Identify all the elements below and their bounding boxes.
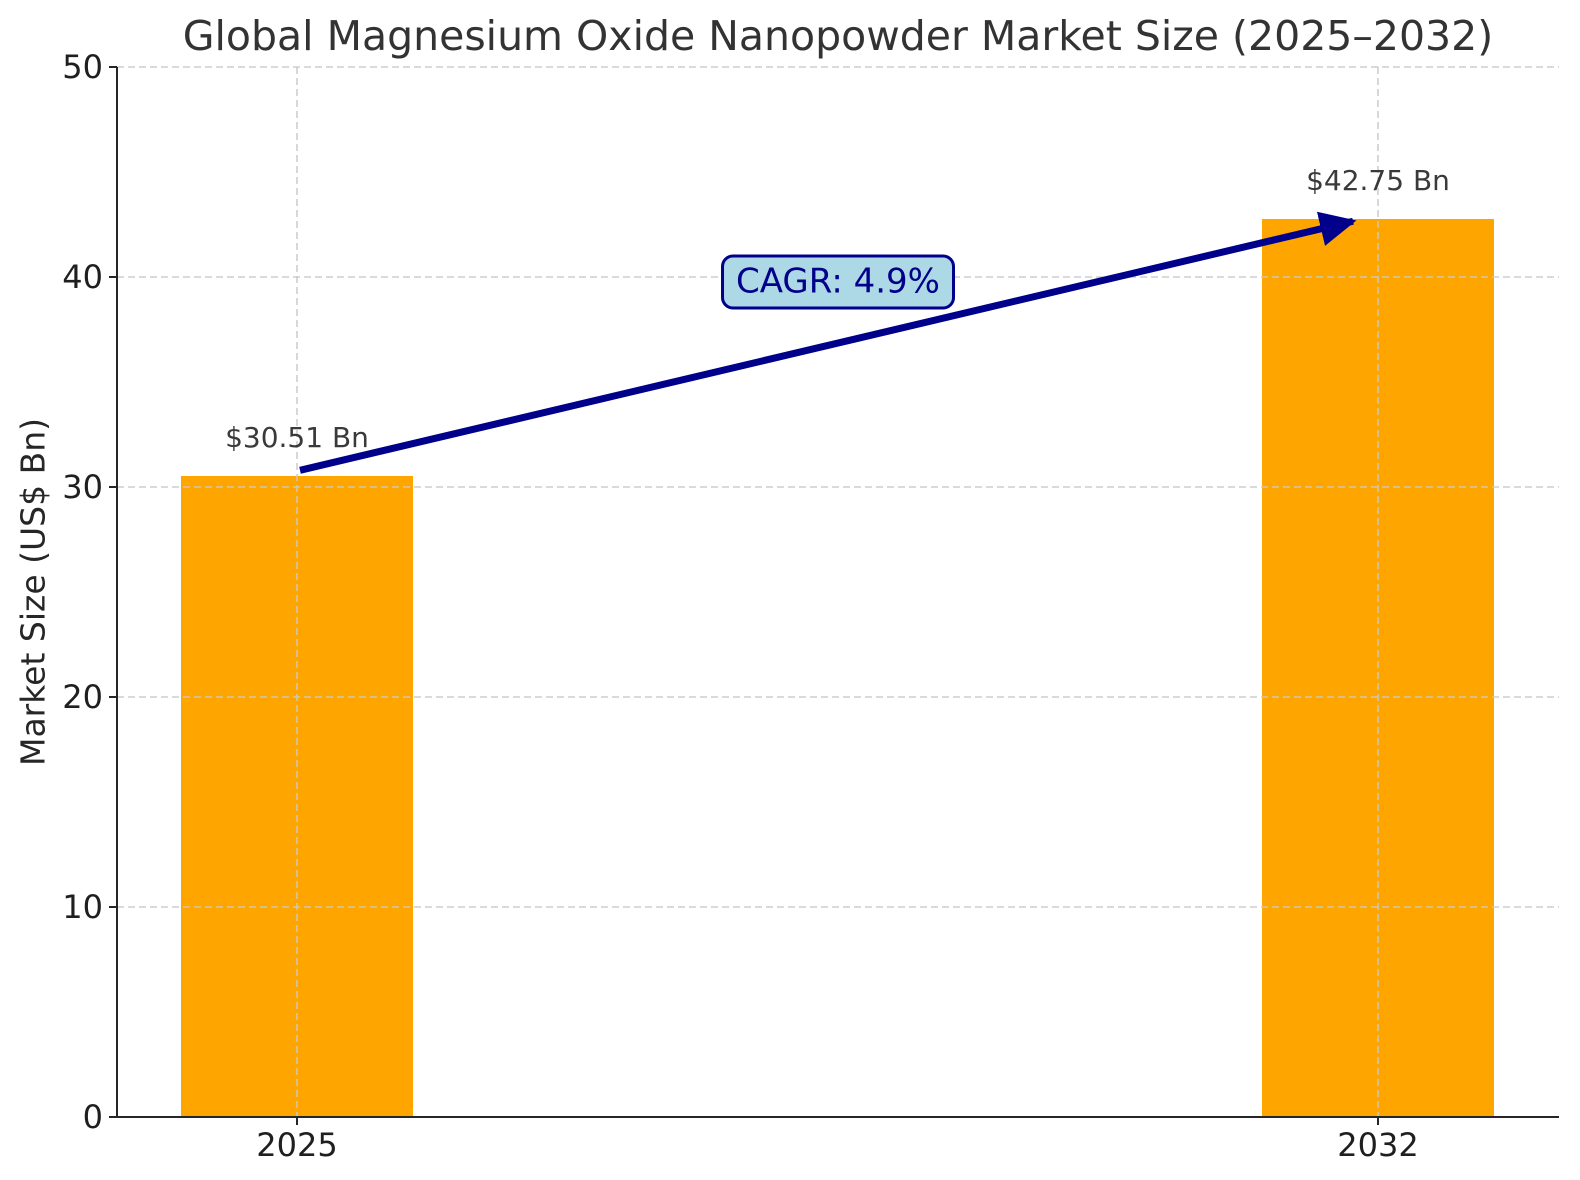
bar-value-label-2032: $42.75 Bn <box>1306 164 1450 198</box>
y-tick-label: 50 <box>62 48 103 86</box>
y-tick-label: 0 <box>82 1098 103 1136</box>
y-tick-label: 10 <box>62 888 103 926</box>
cagr-annotation: CAGR: 4.9% <box>721 254 955 310</box>
chart-title: Global Magnesium Oxide Nanopowder Market… <box>182 12 1494 60</box>
bar-value-label-2025: $30.51 Bn <box>225 421 369 455</box>
y-tick-label: 20 <box>62 678 103 716</box>
y-tick-label: 40 <box>62 258 103 296</box>
x-tick-label-2025: 2025 <box>256 1126 338 1164</box>
x-tick-label-2032: 2032 <box>1337 1126 1419 1164</box>
y-tick-label: 30 <box>62 468 103 506</box>
